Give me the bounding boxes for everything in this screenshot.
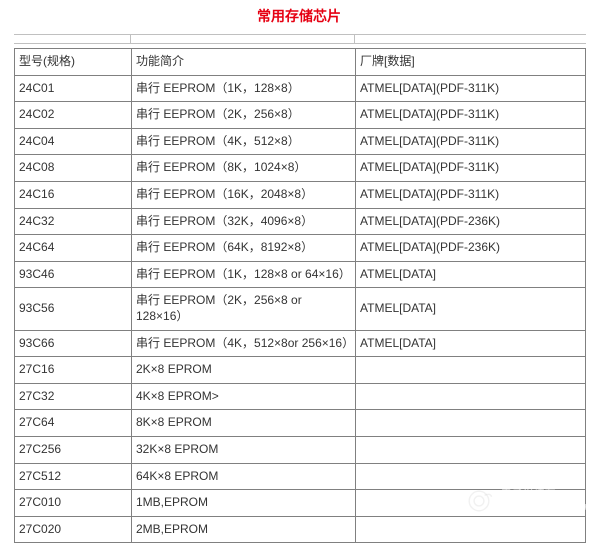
- table-cell: ATMEL[DATA](PDF-311K): [356, 181, 586, 208]
- table-cell: ATMEL[DATA](PDF-311K): [356, 75, 586, 102]
- table-row: 24C32串行 EEPROM（32K，4096×8）ATMEL[DATA](PD…: [15, 208, 586, 235]
- table-cell: 27C32: [15, 383, 132, 410]
- table-cell: 串行 EEPROM（2K，256×8 or 128×16）: [132, 288, 356, 330]
- table-cell: ATMEL[DATA]: [356, 261, 586, 288]
- table-cell: ATMEL[DATA]: [356, 288, 586, 330]
- table-row: 27C648K×8 EPROM: [15, 410, 586, 437]
- table-cell: 2K×8 EPROM: [132, 357, 356, 384]
- table-cell: ATMEL[DATA]: [356, 330, 586, 357]
- table-cell: 27C16: [15, 357, 132, 384]
- table-cell: [356, 436, 586, 463]
- header-brand: 厂牌[数据]: [356, 49, 586, 76]
- table-cell: 串行 EEPROM（8K，1024×8）: [132, 155, 356, 182]
- table-cell: ATMEL[DATA](PDF-311K): [356, 128, 586, 155]
- table-cell: ATMEL[DATA](PDF-311K): [356, 102, 586, 129]
- table-cell: ATMEL[DATA](PDF-311K): [356, 155, 586, 182]
- table-cell: 串行 EEPROM（1K，128×8 or 64×16）: [132, 261, 356, 288]
- table-cell: 93C56: [15, 288, 132, 330]
- table-row: 93C46串行 EEPROM（1K，128×8 or 64×16）ATMEL[D…: [15, 261, 586, 288]
- table-cell: 24C01: [15, 75, 132, 102]
- table-row: 24C16串行 EEPROM（16K，2048×8）ATMEL[DATA](PD…: [15, 181, 586, 208]
- table-cell: 27C010: [15, 490, 132, 517]
- table-cell: 8K×8 EPROM: [132, 410, 356, 437]
- table-cell: 串行 EEPROM（16K，2048×8）: [132, 181, 356, 208]
- watermark-icon: [465, 487, 493, 515]
- table-cell: 24C08: [15, 155, 132, 182]
- table-row: 27C162K×8 EPROM: [15, 357, 586, 384]
- table-row: 24C04串行 EEPROM（4K，512×8）ATMEL[DATA](PDF-…: [15, 128, 586, 155]
- table-row: 27C324K×8 EPROM>: [15, 383, 586, 410]
- watermark-line1: 电子发烧友: [499, 488, 590, 501]
- table-cell: 24C64: [15, 235, 132, 262]
- table-row: 24C64串行 EEPROM（64K，8192×8）ATMEL[DATA](PD…: [15, 235, 586, 262]
- table-header-row: 型号(规格) 功能简介 厂牌[数据]: [15, 49, 586, 76]
- table-cell: 93C46: [15, 261, 132, 288]
- page-title: 常用存储芯片: [0, 0, 598, 34]
- table-cell: 1MB,EPROM: [132, 490, 356, 517]
- table-cell: 串行 EEPROM（1K，128×8）: [132, 75, 356, 102]
- table-row: 27C25632K×8 EPROM: [15, 436, 586, 463]
- table-cell: 串行 EEPROM（4K，512×8or 256×16）: [132, 330, 356, 357]
- header-model: 型号(规格): [15, 49, 132, 76]
- table-cell: [356, 383, 586, 410]
- table-row: 93C66串行 EEPROM（4K，512×8or 256×16）ATMEL[D…: [15, 330, 586, 357]
- table-cell: 24C02: [15, 102, 132, 129]
- table-cell: ATMEL[DATA](PDF-236K): [356, 208, 586, 235]
- table-cell: 串行 EEPROM（64K，8192×8）: [132, 235, 356, 262]
- table-cell: 24C04: [15, 128, 132, 155]
- top-divider: [14, 34, 586, 44]
- table-cell: ATMEL[DATA](PDF-236K): [356, 235, 586, 262]
- table-cell: 24C32: [15, 208, 132, 235]
- table-cell: [356, 463, 586, 490]
- table-row: 24C01串行 EEPROM（1K，128×8）ATMEL[DATA](PDF-…: [15, 75, 586, 102]
- table-cell: [356, 357, 586, 384]
- table-row: 27C51264K×8 EPROM: [15, 463, 586, 490]
- memory-chip-table: 型号(规格) 功能简介 厂牌[数据] 24C01串行 EEPROM（1K，128…: [14, 48, 586, 543]
- table-cell: 串行 EEPROM（4K，512×8）: [132, 128, 356, 155]
- table-cell: [356, 516, 586, 543]
- header-desc: 功能简介: [132, 49, 356, 76]
- table-cell: 4K×8 EPROM>: [132, 383, 356, 410]
- table-cell: 27C256: [15, 436, 132, 463]
- table-cell: 串行 EEPROM（32K，4096×8）: [132, 208, 356, 235]
- table-row: 27C0202MB,EPROM: [15, 516, 586, 543]
- table-cell: 32K×8 EPROM: [132, 436, 356, 463]
- table-row: 93C56串行 EEPROM（2K，256×8 or 128×16）ATMEL[…: [15, 288, 586, 330]
- table-cell: 27C020: [15, 516, 132, 543]
- table-cell: 2MB,EPROM: [132, 516, 356, 543]
- watermark-line2: www.elecfans.com: [499, 501, 590, 514]
- table-cell: 27C512: [15, 463, 132, 490]
- watermark: 电子发烧友 www.elecfans.com: [465, 487, 590, 515]
- table-cell: 27C64: [15, 410, 132, 437]
- table-cell: 93C66: [15, 330, 132, 357]
- table-row: 24C08串行 EEPROM（8K，1024×8）ATMEL[DATA](PDF…: [15, 155, 586, 182]
- table-cell: 64K×8 EPROM: [132, 463, 356, 490]
- table-cell: [356, 410, 586, 437]
- table-cell: 串行 EEPROM（2K，256×8）: [132, 102, 356, 129]
- table-cell: 24C16: [15, 181, 132, 208]
- table-row: 24C02串行 EEPROM（2K，256×8）ATMEL[DATA](PDF-…: [15, 102, 586, 129]
